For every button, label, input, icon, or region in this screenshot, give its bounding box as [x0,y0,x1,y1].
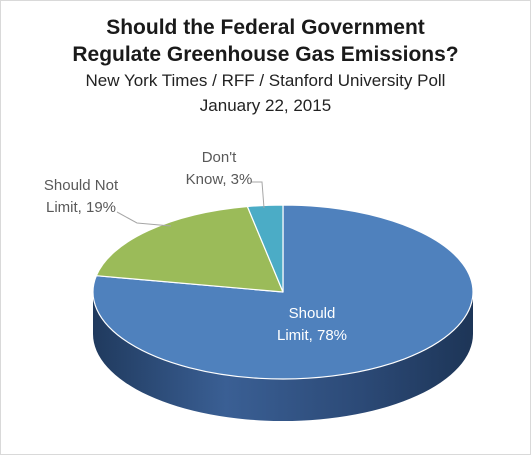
chart-header: Should the Federal Government Regulate G… [0,14,531,118]
pie-slice-2 [246,204,284,293]
leader-line-1 [116,211,172,227]
slice-labels-group: Should Limit, 78% Should Not Limit, 19% Don'… [44,149,347,344]
slice-label-0-line-0: Should [289,305,336,322]
leader-lines-group [116,181,265,227]
pie-side-0 [93,292,473,421]
chart-subtitle-line-1: New York Times / RFF / Stanford Universi… [85,71,446,90]
slice-label-0: Should Limit, 78% [277,305,347,344]
pie-slice-0 [92,204,474,380]
slice-label-1: Should Not Limit, 19% [44,177,119,216]
slice-label-2: Don't Know, 3% [186,149,253,188]
slice-label-1-line-1: Limit, 19% [46,199,116,216]
pie-slice-1 [95,205,284,293]
leader-line-2 [251,181,265,209]
slice-label-2-line-0: Don't [202,149,237,166]
slice-label-2-line-1: Know, 3% [186,171,253,188]
chart-title-line-1: Should the Federal Government [106,16,425,39]
chart-subtitle-line-2: January 22, 2015 [199,96,332,115]
chart-title-line-2: Regulate Greenhouse Gas Emissions? [72,43,459,66]
pie-side-group [93,292,473,421]
slice-label-1-line-0: Should Not [44,177,119,194]
pie-slices-group [92,204,474,380]
slice-label-0-line-1: Limit, 78% [277,327,347,344]
